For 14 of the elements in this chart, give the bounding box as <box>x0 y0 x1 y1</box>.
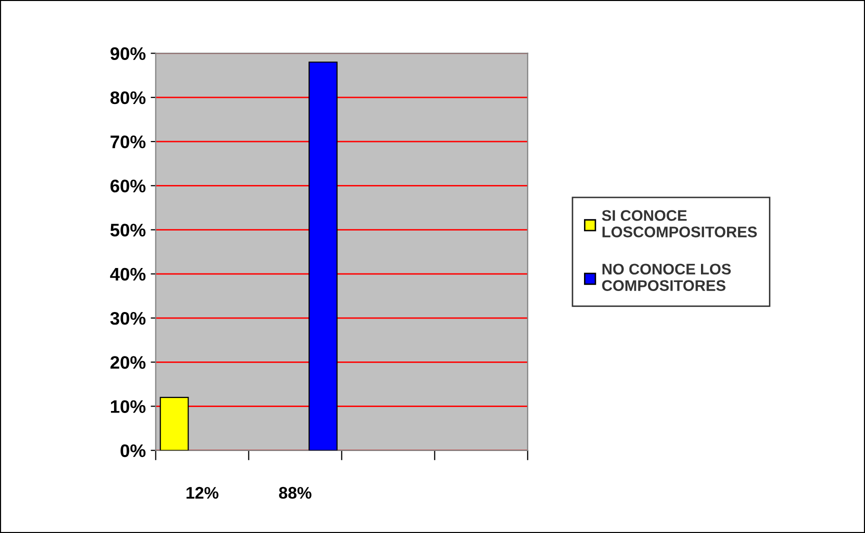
y-tick-label: 60% <box>110 180 146 192</box>
x-tick-label: 12% <box>186 486 218 499</box>
y-tick-label: 20% <box>110 356 146 369</box>
y-tick-label: 50% <box>110 224 146 236</box>
y-tick-label: 70% <box>110 135 146 148</box>
y-tick-label: 80% <box>110 91 146 104</box>
legend-label: NO CONOCE LOS COMPOSITORES <box>602 264 731 291</box>
y-tick-label: 30% <box>110 312 146 325</box>
y-tick-label: 40% <box>110 268 146 281</box>
legend-label: SI CONOCE LOSCOMPOSITORES <box>602 210 757 238</box>
y-tick-label: 10% <box>110 400 146 413</box>
y-tick-label: 0% <box>120 444 146 458</box>
x-tick-label: 88% <box>279 486 312 499</box>
y-tick-label: 90% <box>110 47 146 60</box>
